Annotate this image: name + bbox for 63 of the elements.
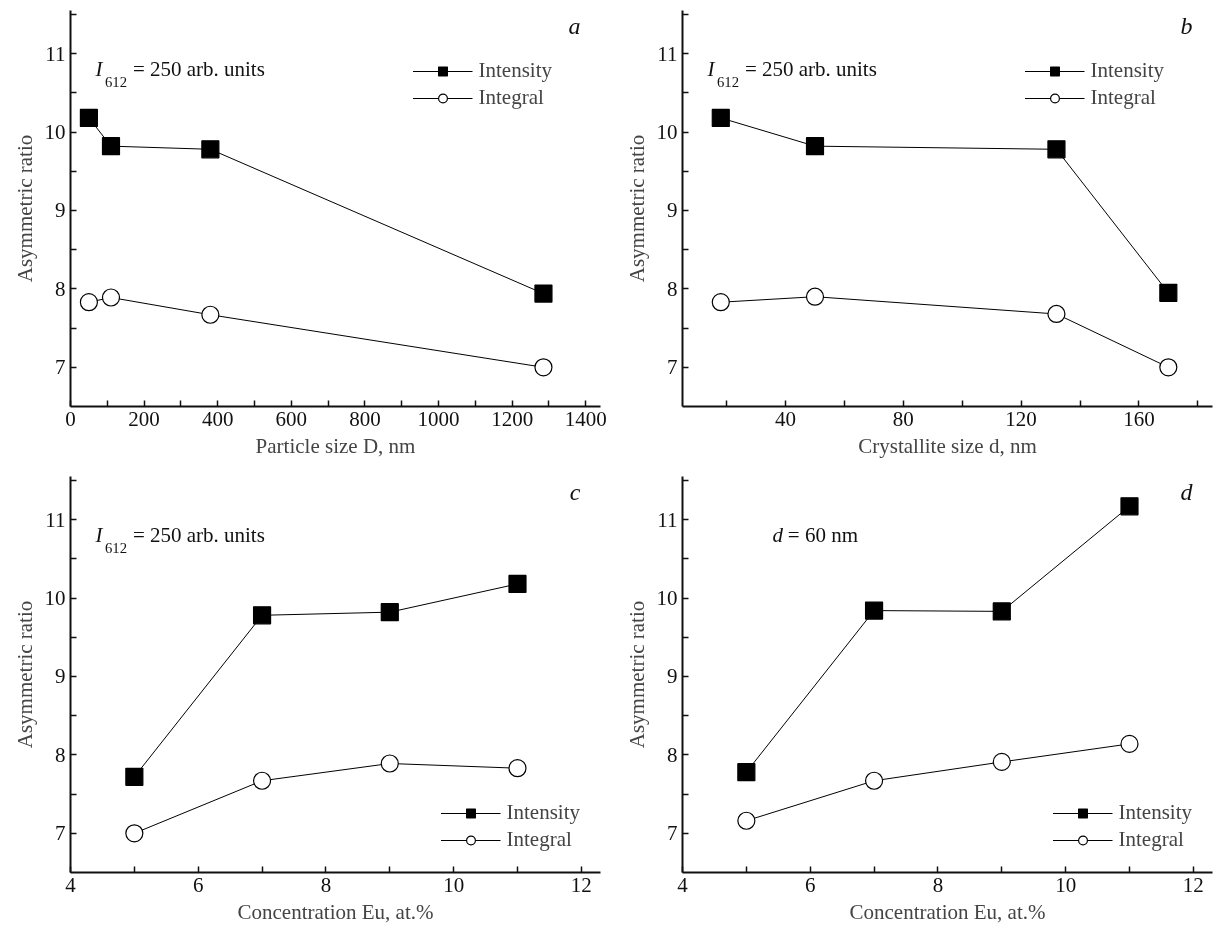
x-tick-label: 120 <box>1005 406 1037 431</box>
x-tick-label: 1200 <box>491 406 534 431</box>
y-axis-title: Asymmetric ratio <box>12 134 37 283</box>
x-axis-title: Concentration Eu, at.% <box>849 899 1046 924</box>
legend-label: Intensity <box>506 800 580 825</box>
legend-label: Intensity <box>478 58 552 83</box>
y-tick-label: 10 <box>656 120 678 145</box>
x-axis-title: Concentration Eu, at.% <box>237 899 434 924</box>
y-tick-label: 11 <box>657 41 678 66</box>
x-tick-label: 12 <box>1182 872 1204 897</box>
x-tick-label: 200 <box>128 406 160 431</box>
annotation: c <box>569 478 581 505</box>
y-axis-title: Asymmetric ratio <box>12 600 37 749</box>
legend-label: Integral <box>1090 85 1156 110</box>
x-tick-label: 800 <box>349 406 381 431</box>
x-tick-label: 10 <box>1055 872 1077 897</box>
annotation: d = 60 nm <box>772 522 859 547</box>
y-tick-label: 10 <box>656 586 678 611</box>
x-axis-title: Crystallite size d, nm <box>858 433 1037 458</box>
x-tick-label: 600 <box>275 406 308 431</box>
legend-label: Integral <box>1118 827 1184 852</box>
legend-label: Integral <box>478 85 544 110</box>
y-tick-label: 9 <box>55 664 66 689</box>
y-tick-label: 8 <box>667 276 678 301</box>
x-tick-label: 0 <box>65 406 76 431</box>
y-tick-label: 7 <box>667 355 678 380</box>
x-tick-label: 10 <box>443 872 465 897</box>
x-tick-label: 160 <box>1123 406 1155 431</box>
y-tick-label: 8 <box>55 742 66 767</box>
annotation: a <box>568 12 581 39</box>
y-tick-label: 8 <box>667 742 678 767</box>
y-tick-label: 7 <box>55 821 66 846</box>
y-tick-label: 9 <box>667 198 678 223</box>
y-tick-label: 8 <box>55 276 66 301</box>
y-tick-label: 10 <box>44 586 66 611</box>
x-tick-label: 8 <box>932 872 944 897</box>
x-tick-label: 6 <box>192 872 204 897</box>
x-tick-label: 4 <box>677 872 689 897</box>
legend-label: Intensity <box>1118 800 1192 825</box>
y-tick-label: 9 <box>667 664 678 689</box>
y-tick-label: 11 <box>657 507 678 532</box>
y-tick-label: 9 <box>55 198 66 223</box>
x-axis-title: Particle size D, nm <box>255 433 416 458</box>
y-axis-title: Asymmetric ratio <box>624 134 649 283</box>
x-tick-label: 80 <box>892 406 914 431</box>
legend-label: Integral <box>506 827 572 852</box>
x-tick-label: 4 <box>65 872 77 897</box>
y-tick-label: 7 <box>55 355 66 380</box>
x-tick-label: 6 <box>804 872 816 897</box>
x-tick-label: 400 <box>201 406 234 431</box>
y-tick-label: 11 <box>45 41 66 66</box>
y-tick-label: 11 <box>45 507 66 532</box>
legend-label: Intensity <box>1090 58 1164 83</box>
y-axis-title: Asymmetric ratio <box>624 600 649 749</box>
y-tick-label: 10 <box>44 120 66 145</box>
annotation: b <box>1180 12 1193 39</box>
x-tick-label: 40 <box>775 406 797 431</box>
annotation: d <box>1180 478 1194 505</box>
x-tick-label: 12 <box>570 872 592 897</box>
x-tick-label: 1400 <box>564 406 607 431</box>
y-tick-label: 7 <box>667 821 678 846</box>
x-tick-label: 1000 <box>417 406 460 431</box>
x-tick-label: 8 <box>320 872 332 897</box>
